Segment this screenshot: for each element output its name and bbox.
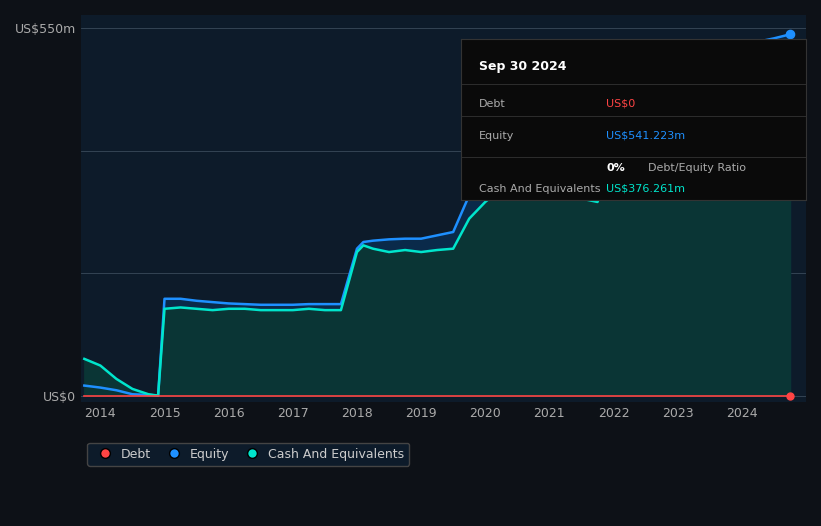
Text: US$0: US$0: [606, 98, 635, 109]
Text: Debt/Equity Ratio: Debt/Equity Ratio: [648, 163, 745, 173]
Text: Cash And Equivalents: Cash And Equivalents: [479, 184, 600, 194]
Point: [783, 140, 796, 149]
Text: US$541.223m: US$541.223m: [606, 130, 686, 141]
Text: US$376.261m: US$376.261m: [606, 184, 686, 194]
Text: Equity: Equity: [479, 130, 514, 141]
Point: [783, 30, 796, 38]
Legend: Debt, Equity, Cash And Equivalents: Debt, Equity, Cash And Equivalents: [87, 443, 410, 466]
Text: Sep 30 2024: Sep 30 2024: [479, 60, 566, 73]
Text: Debt: Debt: [479, 98, 506, 109]
Text: 0%: 0%: [606, 163, 625, 173]
Point: [783, 391, 796, 400]
